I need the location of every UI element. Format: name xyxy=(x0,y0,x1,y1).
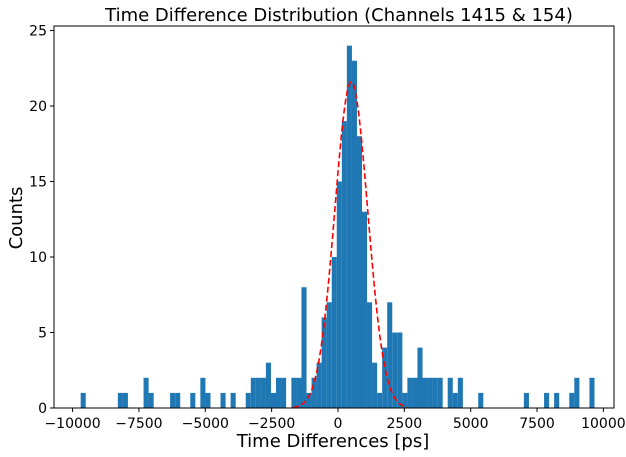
x-tick-label: −2500 xyxy=(248,416,295,432)
histogram-bar xyxy=(341,121,347,409)
histogram-bar xyxy=(321,317,327,408)
histogram-bar xyxy=(301,287,307,408)
histogram-bar xyxy=(356,136,363,408)
histogram-bars xyxy=(80,45,595,409)
histogram-bar xyxy=(200,377,206,408)
histogram-bar xyxy=(326,302,332,408)
histogram-bar xyxy=(412,377,418,408)
histogram-bar xyxy=(387,302,393,408)
histogram-bar xyxy=(432,377,438,408)
histogram-bar xyxy=(392,332,398,408)
histogram-bar xyxy=(220,392,226,408)
histogram-bar xyxy=(417,347,423,408)
histogram-bar xyxy=(117,392,123,408)
y-axis-ticks: 0 5 10 15 20 25 xyxy=(29,24,54,417)
histogram-bar xyxy=(382,347,388,408)
histogram-bar xyxy=(270,392,277,408)
histogram-bar xyxy=(544,392,550,408)
x-axis-label: Time Differences [ps] xyxy=(236,431,430,452)
x-tick-label: 2500 xyxy=(387,416,423,432)
x-tick-label: 5000 xyxy=(453,416,489,432)
y-tick-label: 15 xyxy=(29,175,47,191)
histogram-bar xyxy=(265,362,271,408)
histogram-bar xyxy=(296,377,302,408)
histogram-bar xyxy=(276,377,282,408)
histogram-bar xyxy=(80,392,86,408)
histogram-bar xyxy=(190,392,196,408)
histogram-bar xyxy=(170,392,176,408)
histogram-bar xyxy=(407,377,413,408)
histogram-bar xyxy=(291,377,297,408)
y-axis-label: Counts xyxy=(6,187,27,250)
chart-title: Time Difference Distribution (Channels 1… xyxy=(104,5,573,26)
histogram-bar xyxy=(205,392,211,408)
histogram-bar xyxy=(122,392,128,408)
histogram-bar xyxy=(574,377,580,408)
histogram-bar xyxy=(351,60,357,408)
x-tick-label: −7500 xyxy=(115,416,162,432)
histogram-bar xyxy=(281,377,287,408)
plot-frame xyxy=(53,25,615,409)
y-tick-label: 0 xyxy=(38,401,47,417)
histogram-bar xyxy=(245,392,251,408)
histogram-bar xyxy=(175,392,181,408)
histogram-bar xyxy=(447,377,453,408)
x-tick-label: 0 xyxy=(334,416,343,432)
histogram-bar xyxy=(457,377,463,408)
gaussian-fit-curve xyxy=(292,81,408,409)
histogram-bar xyxy=(306,392,312,408)
histogram-bar xyxy=(250,377,256,408)
histogram-bar xyxy=(377,392,383,408)
histogram-bar xyxy=(427,377,433,408)
x-tick-label: −10000 xyxy=(44,416,100,432)
histogram-bar xyxy=(361,211,368,408)
y-tick-label: 5 xyxy=(38,326,47,342)
histogram-bar xyxy=(402,392,408,408)
y-tick-label: 25 xyxy=(29,24,47,40)
histogram-bar xyxy=(255,377,261,408)
histogram-bar xyxy=(331,257,337,408)
histogram-bar xyxy=(452,392,458,408)
histogram-bar xyxy=(422,377,428,408)
x-tick-label: 7500 xyxy=(519,416,555,432)
histogram-bar xyxy=(523,392,529,408)
histogram-bar xyxy=(260,377,266,408)
y-tick-label: 10 xyxy=(29,250,47,266)
histogram-bar xyxy=(316,362,322,408)
histogram-bar xyxy=(367,302,373,408)
histogram-bar xyxy=(554,392,560,408)
histogram-bar xyxy=(569,392,575,408)
histogram-bar xyxy=(437,377,443,408)
x-tick-label: −5000 xyxy=(182,416,229,432)
histogram-bar xyxy=(230,392,236,408)
histogram-bar xyxy=(148,392,154,408)
histogram-bar xyxy=(311,377,317,408)
histogram-bar xyxy=(336,181,342,408)
histogram-bar xyxy=(346,45,352,408)
x-tick-label: 10000 xyxy=(581,416,626,432)
x-axis-ticks: −10000 −7500 −5000 −2500 0 2500 5000 7500 10000 xyxy=(44,408,626,432)
histogram-bar xyxy=(478,392,484,408)
histogram-bar xyxy=(589,377,595,408)
histogram-bar xyxy=(143,377,149,408)
histogram-bar xyxy=(372,362,378,408)
y-tick-label: 20 xyxy=(29,99,47,115)
histogram-bar xyxy=(397,332,403,408)
